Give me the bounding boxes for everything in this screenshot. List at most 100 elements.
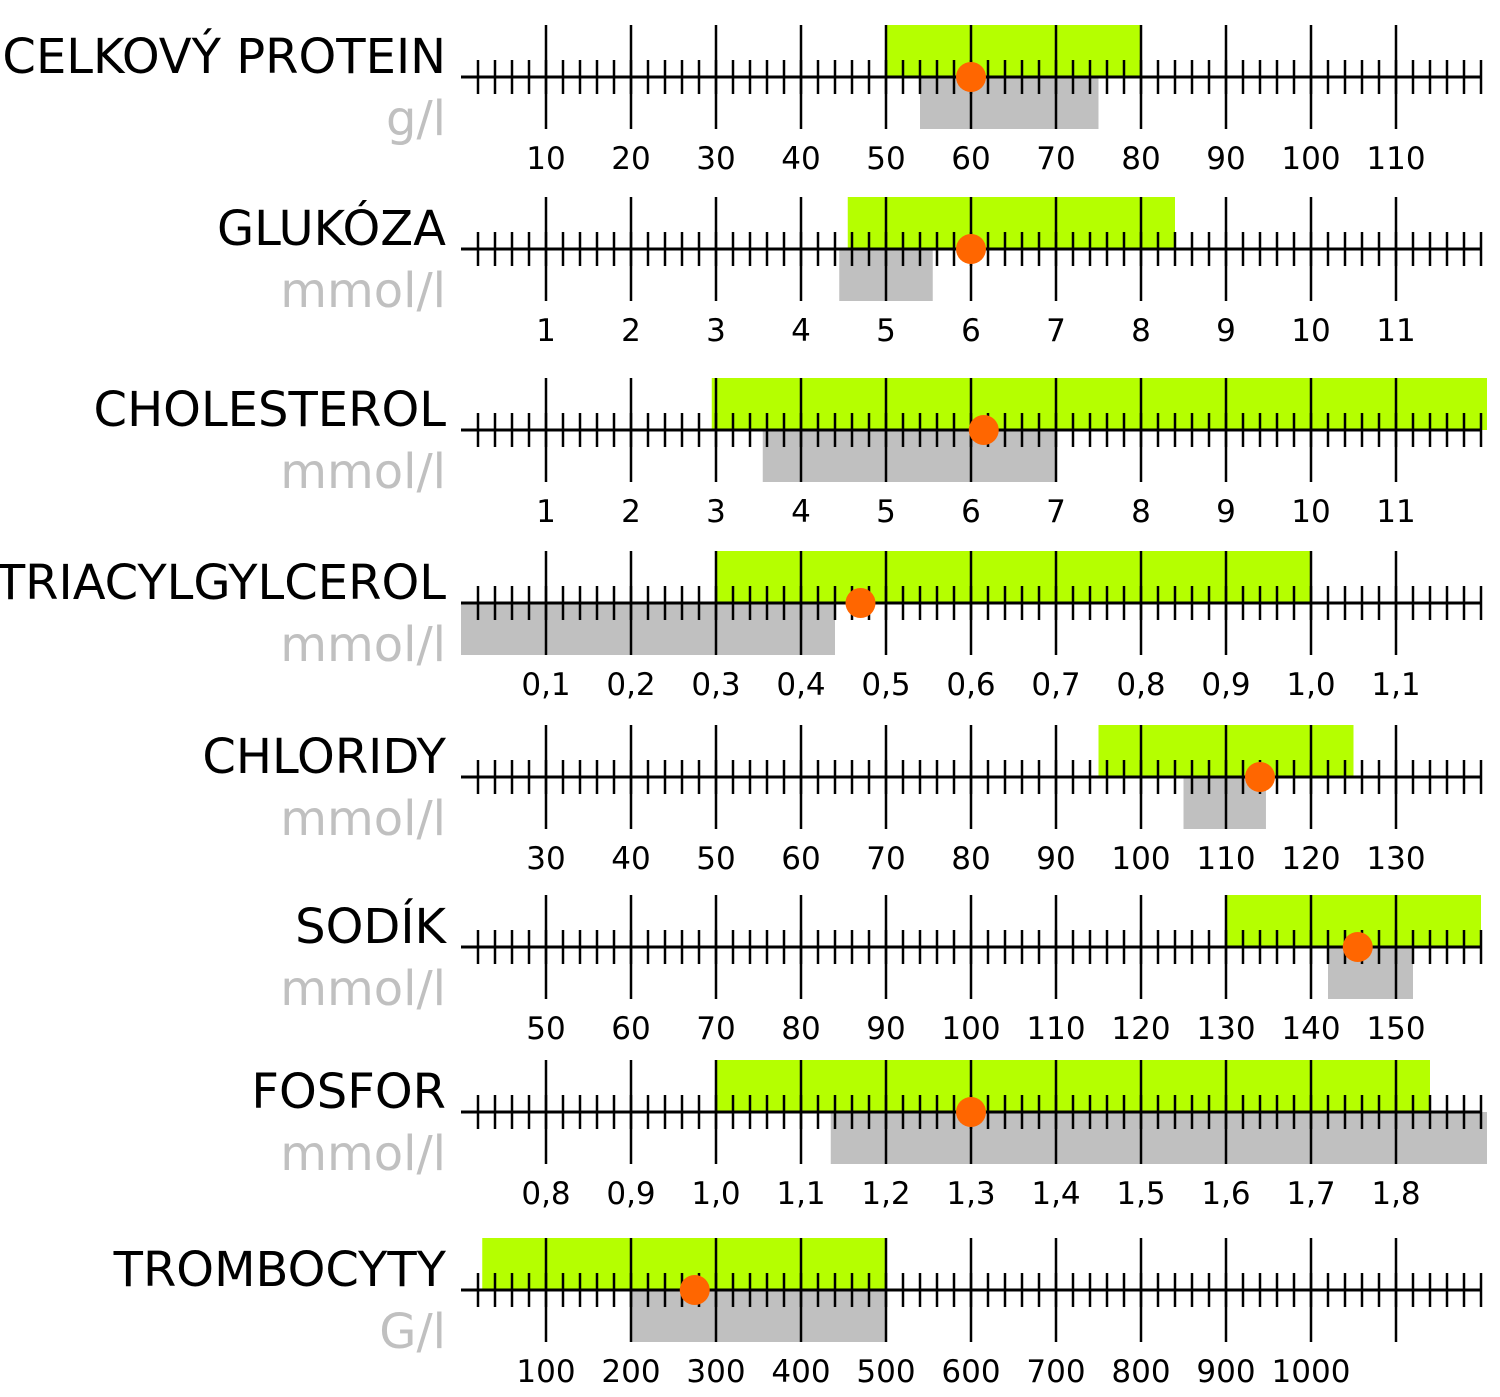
tick-label: 700: [1026, 1354, 1085, 1390]
tick-label: 130: [1196, 1011, 1255, 1047]
tick-label: 90: [866, 1011, 905, 1047]
tick-label: 1,1: [1371, 667, 1420, 703]
tick-label: 6: [961, 313, 981, 349]
tick-label: 1,8: [1371, 1176, 1420, 1212]
value-marker: [1245, 762, 1275, 792]
tick-label: 20: [611, 141, 650, 177]
tick-label: 30: [696, 141, 735, 177]
recommended-range-band: [847, 197, 1175, 249]
recommended-range-band: [716, 551, 1311, 603]
tick-label: 7: [1046, 494, 1066, 530]
tick-label: 3: [706, 313, 726, 349]
tick-label: 60: [611, 1011, 650, 1047]
tick-label: 5: [876, 494, 896, 530]
parameter-unit: mmol/l: [280, 791, 446, 847]
tick-label: 11: [1376, 494, 1415, 530]
parameter-title: SODÍK: [295, 898, 447, 955]
tick-label: 200: [601, 1354, 660, 1390]
tick-label: 1,6: [1201, 1176, 1250, 1212]
tick-label: 110: [1366, 141, 1425, 177]
parameter-unit: G/l: [379, 1304, 446, 1360]
reference-range-band: [631, 1290, 886, 1342]
tick-label: 50: [526, 1011, 565, 1047]
tick-label: 0,1: [521, 667, 570, 703]
chart-row: 10 20 30 40 50 60 70 80 90 100 110 CELKOVÝ PROTEIN g…: [2, 25, 1483, 177]
value-marker: [956, 234, 986, 264]
tick-label: 0,6: [946, 667, 995, 703]
value-marker: [845, 588, 876, 618]
tick-label: 0,3: [691, 667, 740, 703]
tick-label: 6: [961, 494, 981, 530]
tick-label: 100: [516, 1354, 575, 1390]
parameter-title: FOSFOR: [251, 1064, 446, 1120]
tick-label: 7: [1046, 313, 1066, 349]
tick-label: 120: [1111, 1011, 1170, 1047]
parameter-title: CHLORIDY: [202, 729, 446, 785]
tick-label: 1,5: [1116, 1176, 1165, 1212]
tick-label: 110: [1196, 841, 1255, 877]
tick-label: 40: [781, 141, 820, 177]
tick-label: 0,5: [861, 667, 910, 703]
parameter-title: CELKOVÝ PROTEIN: [2, 28, 446, 85]
tick-label: 400: [771, 1354, 830, 1390]
tick-label: 70: [696, 1011, 735, 1047]
tick-label: 0,9: [606, 1176, 655, 1212]
chart-row: 1 2 3 4 5 6 7 8 9 10 11 CHOLESTEROL mmol/l: [94, 378, 1487, 530]
tick-label: 80: [781, 1011, 820, 1047]
tick-label: 100: [1111, 841, 1170, 877]
tick-label: 4: [791, 313, 811, 349]
tick-label: 0,4: [776, 667, 825, 703]
value-marker: [956, 1097, 986, 1127]
parameter-unit: mmol/l: [280, 617, 446, 673]
tick-label: 40: [611, 841, 650, 877]
parameter-title: GLUKÓZA: [217, 200, 446, 257]
tick-label: 9: [1216, 494, 1236, 530]
tick-label: 0,9: [1201, 667, 1250, 703]
tick-label: 1,1: [776, 1176, 825, 1212]
tick-label: 150: [1366, 1011, 1425, 1047]
value-marker: [956, 62, 986, 92]
parameter-unit: mmol/l: [280, 1126, 446, 1182]
tick-label: 8: [1131, 494, 1151, 530]
tick-label: 140: [1281, 1011, 1340, 1047]
value-marker: [968, 415, 999, 445]
tick-label: 80: [1121, 141, 1160, 177]
tick-label: 120: [1281, 841, 1340, 877]
reference-range-band: [1328, 947, 1413, 999]
reference-range-band: [762, 430, 1056, 482]
tick-label: 5: [876, 313, 896, 349]
chart-row: 50 60 70 80 90 100 110 120 130 140 150 SODÍK mmol/l: [280, 895, 1483, 1047]
recommended-range-band: [711, 378, 1487, 430]
tick-label: 50: [866, 141, 905, 177]
tick-label: 800: [1111, 1354, 1170, 1390]
tick-label: 1,4: [1031, 1176, 1080, 1212]
tick-label: 50: [696, 841, 735, 877]
chart-row: 0,8 0,9 1,0 1,1 1,2 1,3 1,4 1,5 1,6 1,7 1,8 FOSFOR m…: [251, 1060, 1487, 1212]
reference-range-band: [920, 77, 1099, 129]
tick-label: 8: [1131, 313, 1151, 349]
tick-label: 0,7: [1031, 667, 1080, 703]
tick-label: 1: [536, 494, 556, 530]
parameter-unit: mmol/l: [280, 263, 446, 319]
tick-label: 1: [536, 313, 556, 349]
tick-label: 1,7: [1286, 1176, 1335, 1212]
chart-row: 1 2 3 4 5 6 7 8 9 10 11 GLUKÓZA mmol/l: [217, 197, 1483, 349]
tick-label: 10: [1291, 313, 1330, 349]
tick-label: 4: [791, 494, 811, 530]
chart-row: 30 40 50 60 70 80 90 100 110 120 130 CHLORIDY mmol/l: [202, 725, 1483, 877]
tick-label: 90: [1036, 841, 1075, 877]
parameter-unit: mmol/l: [280, 444, 446, 500]
tick-label: 2: [621, 494, 641, 530]
tick-label: 80: [951, 841, 990, 877]
tick-label: 70: [1036, 141, 1075, 177]
tick-label: 500: [856, 1354, 915, 1390]
parameter-title: TROMBOCYTY: [113, 1242, 447, 1298]
tick-label: 1,0: [1286, 667, 1335, 703]
tick-label: 600: [941, 1354, 1000, 1390]
tick-label: 1000: [1272, 1354, 1351, 1390]
parameter-title: TRIACYLGYLCEROL: [0, 555, 446, 611]
parameter-unit: mmol/l: [280, 961, 446, 1017]
tick-label: 0,8: [521, 1176, 570, 1212]
tick-label: 0,8: [1116, 667, 1165, 703]
recommended-range-band: [886, 25, 1141, 77]
